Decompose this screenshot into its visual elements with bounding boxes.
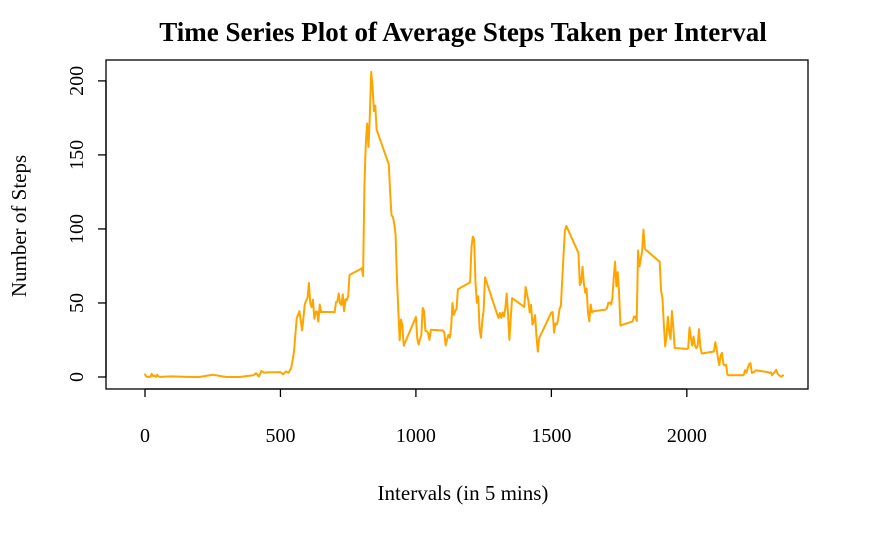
y-axis-label: Number of Steps [7, 155, 31, 297]
y-axis: 0 50 100 150 200 [66, 66, 107, 382]
plot-frame [105, 59, 809, 390]
series-group [144, 70, 784, 378]
x-tick-label: 2000 [667, 425, 707, 447]
series-line [144, 70, 784, 378]
x-tick-label: 500 [265, 425, 295, 447]
x-axis-label: Intervals (in 5 mins) [378, 481, 549, 505]
x-tick-label: 0 [140, 425, 150, 447]
x-axis: 0 500 1000 1500 2000 [140, 388, 707, 447]
y-tick-label: 100 [66, 214, 88, 244]
chart-title: Time Series Plot of Average Steps Taken … [159, 17, 767, 47]
y-tick-label: 50 [66, 293, 88, 313]
y-tick-label: 0 [66, 372, 88, 382]
y-tick-label: 150 [66, 140, 88, 170]
y-tick-label: 200 [66, 66, 88, 96]
x-tick-label: 1500 [531, 425, 571, 447]
x-tick-label: 1000 [396, 425, 436, 447]
